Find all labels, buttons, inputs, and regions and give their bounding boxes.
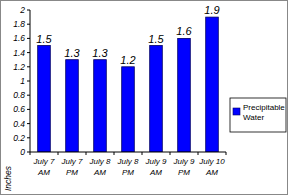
y-tick-label: 1.2: [13, 62, 25, 72]
y-tick-label: 0.8: [13, 90, 25, 100]
data-label: 1.9: [204, 4, 219, 16]
y-tick-label: 1.8: [13, 19, 25, 29]
legend: PrecipitableWater: [230, 98, 286, 132]
x-tick-label: July 9 PM: [173, 157, 195, 177]
legend-swatch: [233, 108, 240, 115]
x-tick-label-line: July 7: [61, 157, 83, 166]
y-tick: [27, 109, 30, 110]
y-tick: [27, 81, 30, 82]
x-tick-label-line: PM: [178, 168, 190, 177]
y-tick: [27, 38, 30, 39]
legend-box: [230, 98, 286, 132]
y-tick-label: 0.2: [13, 133, 25, 143]
x-tick-label: July 10 AM: [198, 157, 225, 177]
x-axis: [30, 152, 226, 153]
bar: [178, 38, 191, 152]
bar: [150, 46, 163, 153]
x-tick: [142, 152, 143, 155]
x-tick-label-line: AM: [93, 168, 106, 177]
x-tick: [226, 152, 227, 155]
chart-border: [1, 1, 288, 195]
x-tick: [170, 152, 171, 155]
y-tick-label: 0.6: [13, 104, 25, 114]
y-tick-label: 1.6: [13, 33, 25, 43]
data-label: 1.3: [92, 47, 108, 59]
x-tick-label-line: PM: [66, 168, 78, 177]
x-tick-label-line: July 9: [145, 157, 167, 166]
x-tick-label: July 7 AM: [33, 157, 55, 177]
y-tick: [27, 24, 30, 25]
bar: [38, 46, 51, 153]
data-label: 1.5: [36, 33, 52, 45]
x-tick-label-line: July 7: [33, 157, 55, 166]
x-tick-label: July 8 PM: [117, 157, 139, 177]
legend-label: PrecipitableWater: [243, 103, 285, 122]
bar: [66, 60, 79, 152]
x-tick-label-line: PM: [122, 168, 134, 177]
y-tick-label: 0.4: [13, 119, 25, 129]
x-tick: [86, 152, 87, 155]
y-tick: [27, 137, 30, 138]
data-label: 1.6: [176, 25, 192, 37]
legend-label-line: Water: [243, 113, 264, 122]
y-tick-label: 1: [20, 76, 25, 86]
y-tick-label: 1.4: [13, 48, 25, 58]
bar: [206, 17, 219, 152]
chart-container: 1.5 1.3 1.3 1.2 1.5 1.6 1.9 0 0.2 0.4 0.6 0.8 1 1.2 1.…: [0, 0, 288, 195]
y-axis-label: Inches: [3, 165, 13, 191]
y-tick-label: 2: [19, 5, 25, 15]
x-tick-label: July 8 AM: [89, 157, 111, 177]
y-tick: [27, 95, 30, 96]
x-tick-label: July 9 AM: [145, 157, 167, 177]
x-tick-label-line: July 9: [173, 157, 195, 166]
data-label: 1.3: [64, 47, 80, 59]
x-tick-label-line: July 8: [89, 157, 111, 166]
data-label: 1.2: [120, 54, 135, 66]
x-tick-label-line: July 8: [117, 157, 139, 166]
x-tick-label-line: AM: [37, 168, 50, 177]
bars: [38, 17, 219, 152]
y-tick: [27, 10, 30, 11]
y-tick: [27, 123, 30, 124]
y-tick: [27, 66, 30, 67]
bar: [122, 67, 135, 152]
x-tick-label-line: July 10: [198, 157, 225, 166]
x-tick: [30, 152, 31, 155]
data-label: 1.5: [148, 33, 164, 45]
x-tick: [114, 152, 115, 155]
x-tick: [58, 152, 59, 155]
y-tick-label: 0: [20, 147, 25, 157]
chart: 1.5 1.3 1.3 1.2 1.5 1.6 1.9 0 0.2 0.4 0.6 0.8 1 1.2 1.…: [0, 0, 288, 195]
x-tick: [198, 152, 199, 155]
x-tick-label-line: AM: [205, 168, 218, 177]
bar: [94, 60, 107, 152]
x-tick-label-line: AM: [149, 168, 162, 177]
y-tick: [27, 52, 30, 53]
legend-label-line: Precipitable: [243, 103, 285, 112]
x-tick-label: July 7 PM: [61, 157, 83, 177]
